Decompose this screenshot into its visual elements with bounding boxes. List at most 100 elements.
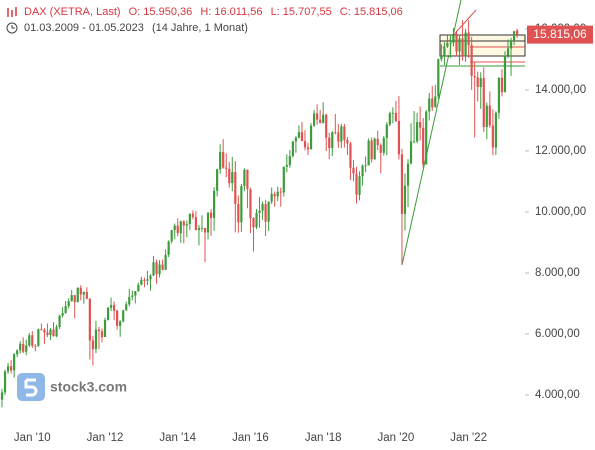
candle-body — [134, 291, 137, 296]
candle-body — [252, 218, 255, 228]
candle-body — [434, 96, 437, 108]
candle-body — [346, 139, 349, 144]
candle-body — [206, 212, 210, 233]
candle-body — [182, 221, 185, 226]
candle-body — [191, 213, 194, 218]
candle-body — [146, 279, 149, 281]
ohlc-label: L: 15.707,55 — [270, 6, 332, 18]
candle-body — [449, 42, 452, 44]
candle-body — [388, 113, 391, 125]
candle-body — [158, 264, 161, 275]
candle-body — [113, 305, 116, 311]
x-tick-label: Jan '10 — [14, 432, 51, 444]
x-tick-label: Jan '22 — [450, 432, 487, 444]
candle-body — [22, 343, 25, 352]
candle-body — [73, 295, 76, 303]
candle-body — [152, 262, 155, 276]
candle-body — [506, 48, 510, 56]
ohlc-label: H: 16.011,56 — [200, 6, 263, 18]
candle-body — [267, 201, 270, 222]
candle-body — [109, 305, 113, 308]
x-tick-label: Jan '18 — [305, 432, 342, 444]
candle-body — [364, 165, 367, 167]
candle-body — [379, 145, 382, 153]
candle-body — [34, 345, 37, 347]
last-price-box — [527, 25, 593, 44]
candle-body — [6, 366, 10, 372]
zone-box — [439, 34, 526, 57]
candle-body — [155, 262, 158, 275]
candle-body — [240, 186, 243, 223]
candle-body — [285, 165, 288, 167]
candle-body — [49, 329, 52, 335]
candle-body — [485, 105, 488, 128]
candle-body — [179, 221, 182, 234]
x-tick-label: Jan '16 — [232, 432, 269, 444]
candle-body — [237, 204, 240, 223]
candle-body — [431, 98, 434, 108]
candle-body — [428, 98, 431, 112]
candle-body — [455, 34, 458, 52]
candle-body — [79, 287, 82, 295]
y-tick-label: 8.000,00 — [535, 267, 580, 279]
candle-body — [185, 224, 188, 226]
candle-body — [473, 75, 476, 78]
y-tick-label: 14.000,00 — [535, 84, 586, 96]
candle-body — [0, 392, 4, 400]
candle-body — [149, 275, 152, 280]
candle-body — [440, 55, 443, 60]
candle-body — [328, 137, 331, 148]
candle-body — [64, 306, 67, 313]
candle-body — [316, 113, 319, 120]
candle-body — [28, 335, 31, 346]
candle-body — [234, 172, 237, 205]
x-tick-label: Jan '12 — [87, 432, 124, 444]
candle-body — [516, 30, 519, 35]
candle-body — [394, 112, 397, 122]
candle-body — [37, 329, 40, 347]
candle-body — [273, 193, 276, 197]
candle-body — [243, 169, 246, 187]
candle-body — [88, 298, 91, 341]
candle-body — [216, 169, 219, 191]
candle-body — [67, 301, 70, 307]
candle-body — [416, 122, 419, 142]
candle-body — [276, 191, 279, 197]
candle-body — [225, 167, 228, 169]
candle-body — [97, 329, 101, 332]
candle-body — [52, 329, 55, 337]
candle-body — [125, 304, 128, 311]
candle-body — [349, 143, 352, 168]
candle-body — [500, 77, 504, 93]
candle-body — [294, 137, 298, 142]
candle-body — [131, 295, 134, 297]
candle-body — [55, 326, 58, 337]
candle-body — [173, 225, 176, 231]
y-tick-label: 6.000,00 — [535, 328, 580, 340]
candle-body — [373, 138, 376, 160]
candle-body — [452, 34, 455, 43]
candle-body — [482, 78, 485, 128]
last-price: 15.815,06 — [527, 25, 593, 44]
candle-body — [209, 212, 213, 218]
candle-body — [437, 59, 440, 97]
candle-body — [367, 140, 370, 166]
candle-body — [188, 213, 191, 225]
candle-body — [282, 166, 285, 193]
candle-body — [488, 105, 491, 126]
candle-body — [464, 32, 467, 57]
candle-body — [446, 43, 449, 47]
candle-body — [9, 366, 13, 371]
candle-body — [497, 77, 501, 113]
candle-body — [137, 284, 140, 292]
candle-body — [76, 287, 79, 303]
candle-body — [309, 125, 313, 150]
candle-body — [43, 329, 46, 333]
candle-body — [509, 40, 513, 49]
candle-body — [164, 254, 167, 270]
candle-body — [491, 125, 494, 148]
candle-body — [382, 137, 385, 153]
candle-body — [476, 77, 479, 87]
candle-body — [358, 176, 361, 195]
ohlc-label: C: 15.815,06 — [339, 6, 403, 18]
